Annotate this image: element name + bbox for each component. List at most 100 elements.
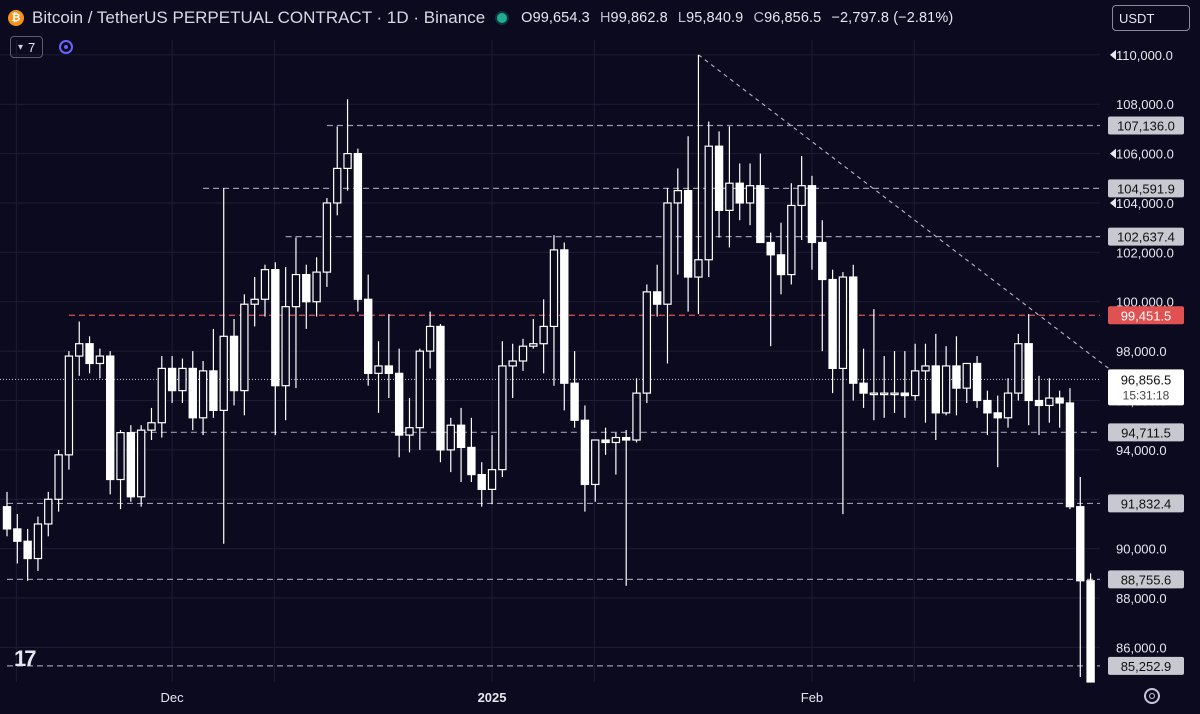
candle-body-up [291,273,301,308]
y-tick-label: 94,000.0 [1116,443,1167,458]
candle-body-up [632,392,641,441]
price-level-label: 107,136.0 [1117,119,1175,134]
candle-body-up [910,370,920,397]
ohlc-low: 95,840.9 [686,10,744,26]
candle-body-up [508,360,517,367]
candle-body-down [993,412,1002,419]
candle-body-down [560,249,569,384]
last-price-box [1108,369,1184,406]
candle-body-up [518,345,528,362]
candle-body-down [818,241,827,281]
candle-body-down [467,446,476,476]
candle-body-down [23,540,32,560]
candle-body-down [952,365,961,389]
price-level-box [1108,306,1184,325]
candle-body-up [694,259,703,278]
indicators-toggle-button[interactable]: ▾ 7 [10,36,44,58]
price-level-label: 91,832.4 [1121,496,1172,511]
y-tick-label: 90,000.0 [1116,542,1167,557]
candle-body-up [745,185,755,204]
price-level-label: 102,637.4 [1117,230,1175,245]
candle-body-down [683,190,693,278]
y-tick-label: 104,000.0 [1116,196,1174,211]
symbol-title[interactable]: Bitcoin / TetherUS PERPETUAL CONTRACT · … [32,8,486,27]
candle-body-up [663,202,672,305]
candle-body-down [436,325,445,451]
candle-body-down [364,298,373,374]
axis-marker [1110,49,1116,60]
candle-body-up [611,436,621,444]
candle-body-down [652,291,662,305]
candle-body-up [157,367,166,424]
y-tick-label: 100,000.0 [1116,295,1174,310]
candle-body-up [405,427,414,436]
price-level-box [1108,423,1184,442]
candle-body-down [931,365,941,414]
ohlc-open: 99,654.3 [532,10,590,26]
candle-body-up [281,306,290,387]
candle-body-up [797,185,806,207]
candle-body-up [642,291,652,394]
x-tick-label: Feb [801,690,823,705]
market-status-icon[interactable] [497,13,508,23]
candle-body-down [580,419,590,486]
candle-body-up [591,439,600,486]
tradingview-logo-icon[interactable]: 17 [14,646,37,671]
y-tick-label: 88,000.0 [1116,591,1167,606]
currency-selector[interactable]: USDT [1112,5,1190,31]
candle-body-up [198,370,208,419]
axis-marker [1110,148,1116,159]
candle-body-up [64,355,74,456]
candle-body-up [1045,397,1054,407]
y-tick-label: 102,000.0 [1116,245,1174,260]
candle-body-up [260,269,270,300]
candle-body-down [13,528,22,542]
candle-body-down [353,152,363,300]
price-level-label: 85,252.9 [1121,659,1172,674]
sync-icon[interactable] [59,40,74,54]
candle-body-down [394,372,404,436]
candle-body-down [1034,399,1044,407]
candle-body-up [147,422,156,431]
candle-body-down [766,241,775,256]
x-tick-label: Dec [161,690,185,705]
y-tick-label: 106,000.0 [1116,147,1174,162]
ohlc-high-label: H [599,10,611,26]
settings-gear-icon[interactable] [1144,688,1160,704]
candle-body-up [890,392,899,396]
ohlc-open-label: O [521,10,533,26]
ohlc-close-label: C [753,10,765,26]
candle-body-up [446,424,455,451]
candle-body-up [725,182,734,211]
candle-body-down [714,145,724,211]
ohlc-high: 99,862.8 [610,10,668,26]
ohlc-change: −2,797.8 (−2.81%) [831,10,954,26]
price-level-box [1108,179,1184,198]
price-level-label: 99,451.5 [1121,308,1172,323]
price-level-box [1108,227,1184,246]
candle-body-down [271,269,280,387]
candle-body-up [343,152,352,169]
axis-marker [1110,197,1116,208]
candle-body-down [188,367,197,419]
candle-body-down [601,439,610,444]
ohlc-close: 96,856.5 [764,10,822,26]
candle-body-up [322,202,332,273]
x-tick-label: 2025 [478,690,507,705]
candle-body-down [105,355,115,481]
price-level-label: 104,591.9 [1117,181,1175,196]
candle-body-up [879,392,889,396]
candle-body-up [250,298,259,305]
candle-body-up [415,350,425,429]
candle-body-up [941,365,951,414]
y-tick-label: 108,000.0 [1116,97,1174,112]
candle-body-down [1086,580,1095,683]
candle-body-down [456,424,466,449]
y-tick-label: 110,000.0 [1116,48,1173,63]
candle-body-down [735,182,744,204]
candle-body-up [425,325,435,352]
ohlc-low-label: L [677,10,687,26]
candle-body-down [849,276,858,384]
candle-body-down [828,278,837,370]
